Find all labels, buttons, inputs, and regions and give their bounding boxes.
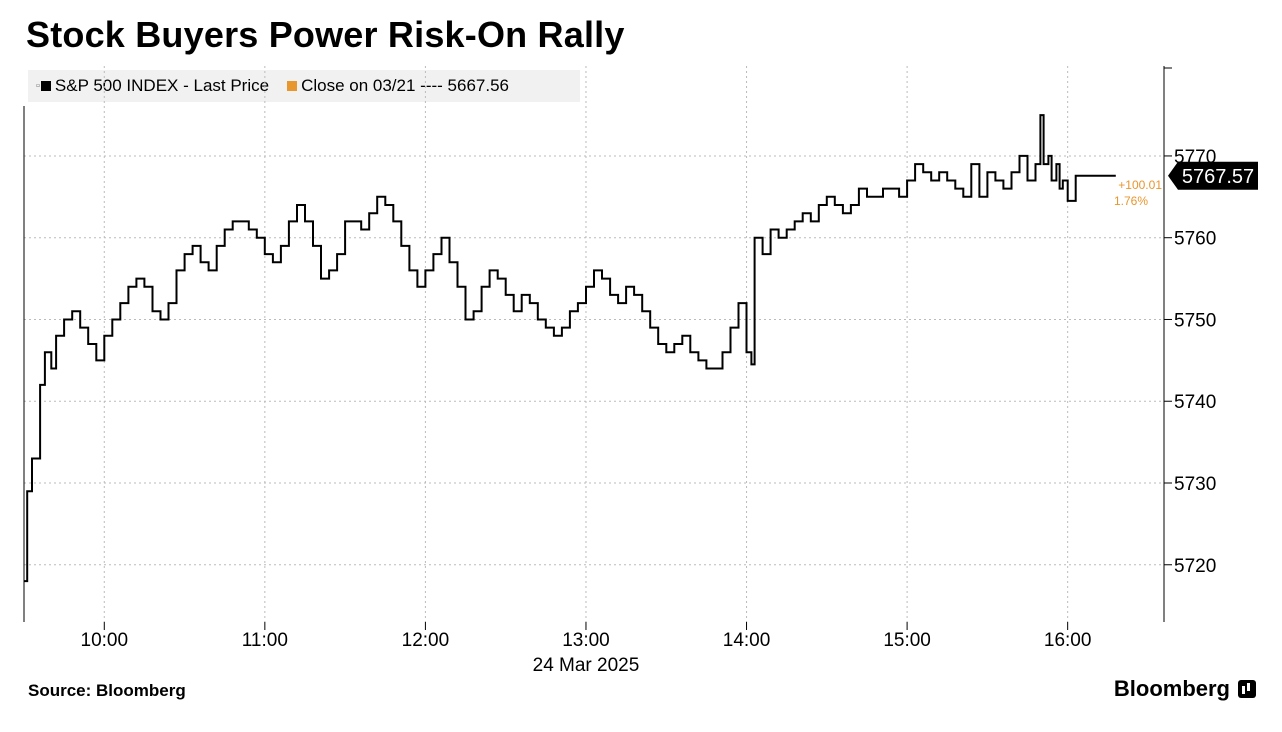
bloomberg-terminal-icon [1238,680,1256,698]
legend-item-reference: Close on 03/21 ---- 5667.56 [287,76,509,96]
x-tick-label: 13:00 [562,630,610,651]
y-tick-label: 5730 [1174,474,1216,495]
y-tick-label: 5750 [1174,310,1216,331]
x-axis-label: 24 Mar 2025 [533,655,640,676]
brand-wordmark: Bloomberg [1113,676,1230,701]
x-tick-label: 14:00 [723,630,771,651]
pin-icon: ▫ [36,80,40,92]
x-tick-label: 10:00 [81,630,129,651]
y-tick-label: 5720 [1174,556,1216,577]
legend-marker-last-price [40,81,51,91]
x-tick-label: 15:00 [883,630,931,651]
brand-logo: Bloomberg [1114,676,1256,702]
legend-marker-reference [287,81,298,91]
axes [23,66,1172,630]
x-tick-label: 16:00 [1044,630,1092,651]
change-pct-label: 1.76% [1114,194,1148,208]
chart-legend: ▫ S&P 500 INDEX - Last Price Close on 03… [28,70,580,102]
x-tick-label: 12:00 [402,630,450,651]
legend-label-reference: Close on 03/21 ---- 5667.56 [301,76,509,95]
legend-item-last-price: ▫ S&P 500 INDEX - Last Price [36,76,269,96]
source-note: Source: Bloomberg [28,681,186,700]
legend-label-last-price: S&P 500 INDEX - Last Price [54,76,270,95]
y-tick-label: 5740 [1174,392,1216,413]
change-value-label: +100.01 [1118,178,1162,192]
gridlines [24,66,1164,622]
y-tick-label: 5760 [1174,229,1216,250]
last-value-badge [1168,161,1258,190]
series-layer [24,114,1116,583]
x-tick-label: 11:00 [242,630,288,651]
chart-title: Stock Buyers Power Risk-On Rally [26,14,625,55]
last-value-label: 5767.57 [1182,166,1254,188]
series-line-last-price [24,114,1116,583]
